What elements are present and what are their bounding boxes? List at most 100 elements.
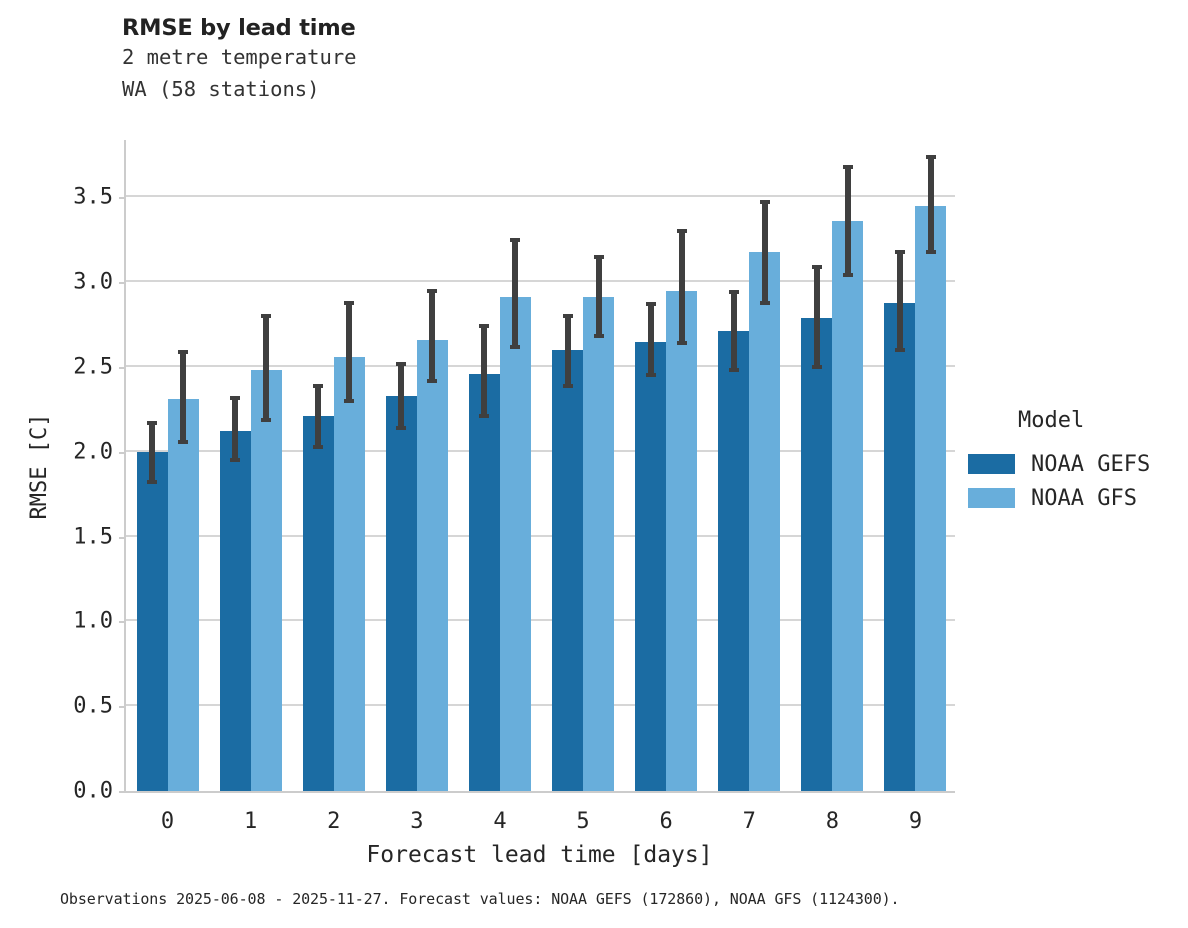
error-bar-cap bbox=[313, 383, 324, 388]
title-block: RMSE by lead time 2 metre temperature WA … bbox=[122, 15, 922, 106]
gridline bbox=[126, 195, 955, 198]
legend-swatch bbox=[968, 454, 1015, 474]
x-tick-label: 8 bbox=[825, 809, 839, 834]
error-bar-cap bbox=[313, 444, 324, 449]
bar-group bbox=[635, 140, 698, 791]
bar-gefs[interactable] bbox=[302, 416, 334, 791]
legend-swatch bbox=[968, 488, 1015, 508]
y-axis-label: RMSE [C] bbox=[27, 413, 52, 520]
error-bar-cap bbox=[562, 314, 573, 319]
legend-item[interactable]: NOAA GEFS bbox=[968, 447, 1183, 481]
bar-group bbox=[801, 140, 864, 791]
x-tick-label: 1 bbox=[244, 809, 258, 834]
y-tick-label: 2.0 bbox=[73, 439, 113, 465]
error-bar-cap bbox=[230, 395, 241, 400]
x-tick-label: 9 bbox=[908, 809, 923, 834]
bar-gefs[interactable] bbox=[884, 302, 916, 791]
y-tick-mark bbox=[119, 451, 126, 454]
y-tick-label: 0.0 bbox=[73, 778, 113, 804]
bar-gfs[interactable] bbox=[416, 339, 448, 791]
bar-group bbox=[718, 140, 781, 791]
x-tick-label: 4 bbox=[493, 809, 507, 834]
error-bar-cap bbox=[147, 420, 158, 425]
y-tick-mark bbox=[119, 791, 126, 793]
bar-gefs[interactable] bbox=[718, 331, 750, 791]
bar-group bbox=[468, 140, 531, 791]
x-tick-label: 7 bbox=[742, 809, 756, 834]
legend: Model NOAA GEFS NOAA GFS bbox=[968, 408, 1183, 515]
y-tick-label: 1.5 bbox=[73, 524, 113, 550]
error-bar-cap bbox=[645, 373, 656, 378]
error-bar bbox=[647, 304, 654, 376]
bar-gfs[interactable] bbox=[832, 221, 864, 791]
error-bar bbox=[398, 363, 405, 429]
bar-gfs[interactable] bbox=[915, 205, 947, 791]
error-bar-cap bbox=[510, 237, 521, 242]
error-bar-cap bbox=[510, 344, 521, 349]
error-bar-cap bbox=[925, 154, 936, 159]
bar-gefs[interactable] bbox=[385, 395, 417, 791]
error-bar-cap bbox=[759, 200, 770, 205]
plot-area: 0.0 0.5 1.0 1.5 2.0 2.5 3.0 3.5 0 1 2 3 4 5 6 7 8 9 bbox=[73, 140, 955, 834]
bar-group bbox=[385, 140, 448, 791]
footer-caption: Observations 2025-06-08 - 2025-11-27. Fo… bbox=[60, 890, 900, 908]
legend-label: NOAA GEFS bbox=[1031, 451, 1151, 477]
bar-gfs[interactable] bbox=[250, 370, 282, 791]
error-bar bbox=[678, 231, 685, 344]
bar-gfs[interactable] bbox=[167, 399, 199, 791]
error-bar bbox=[263, 316, 270, 420]
bar-gefs[interactable] bbox=[552, 350, 584, 791]
error-bar bbox=[564, 316, 571, 386]
chart-subtitle: 2 metre temperature WA (58 stations) bbox=[122, 42, 922, 106]
error-bar-cap bbox=[728, 368, 739, 373]
error-bar-cap bbox=[230, 458, 241, 463]
error-bar-cap bbox=[261, 314, 272, 319]
bar-gefs[interactable] bbox=[136, 451, 168, 791]
error-bar bbox=[429, 290, 436, 381]
y-tick-mark bbox=[119, 536, 126, 539]
page-title: RMSE by lead time bbox=[122, 15, 356, 41]
subtitle-line-1: 2 metre temperature bbox=[122, 44, 357, 69]
bar-gfs[interactable] bbox=[666, 290, 698, 791]
gridline bbox=[126, 449, 955, 452]
bar-gfs[interactable] bbox=[499, 297, 531, 791]
error-bar-cap bbox=[396, 426, 407, 431]
error-bar-cap bbox=[479, 414, 490, 419]
error-bar bbox=[730, 292, 737, 371]
bar-gefs[interactable] bbox=[801, 317, 833, 791]
error-bar-cap bbox=[925, 249, 936, 254]
error-bar bbox=[844, 166, 851, 276]
bar-gfs[interactable] bbox=[333, 356, 365, 791]
error-bar-cap bbox=[147, 480, 158, 485]
error-bar-cap bbox=[811, 364, 822, 369]
error-bar-cap bbox=[593, 334, 604, 339]
bar-gfs[interactable] bbox=[583, 297, 615, 791]
x-axis-label: Forecast lead time [days] bbox=[366, 842, 713, 868]
bar-group bbox=[302, 140, 365, 791]
error-bar-cap bbox=[842, 273, 853, 278]
gridline bbox=[126, 280, 955, 283]
y-tick-mark bbox=[119, 282, 126, 285]
error-bar bbox=[315, 385, 322, 447]
y-tick-label: 2.5 bbox=[73, 354, 113, 380]
x-tick-label: 3 bbox=[410, 809, 424, 834]
error-bar bbox=[813, 266, 820, 367]
error-bar-cap bbox=[427, 288, 438, 293]
bar-gfs[interactable] bbox=[749, 251, 781, 791]
bar-gefs[interactable] bbox=[635, 341, 667, 791]
gridline bbox=[126, 534, 955, 537]
gridline bbox=[126, 704, 955, 707]
bar-group bbox=[219, 140, 282, 791]
gridline bbox=[126, 364, 955, 367]
y-tick-label: 3.0 bbox=[73, 269, 113, 295]
error-bar bbox=[232, 397, 239, 461]
error-bar-cap bbox=[479, 324, 490, 329]
legend-item[interactable]: NOAA GFS bbox=[968, 481, 1183, 515]
bar-gefs[interactable] bbox=[468, 373, 500, 791]
error-bar-cap bbox=[894, 249, 905, 254]
bar-gefs[interactable] bbox=[219, 431, 251, 791]
error-bar-cap bbox=[178, 439, 189, 444]
x-tick-label: 5 bbox=[576, 809, 590, 834]
error-bar bbox=[346, 302, 353, 401]
